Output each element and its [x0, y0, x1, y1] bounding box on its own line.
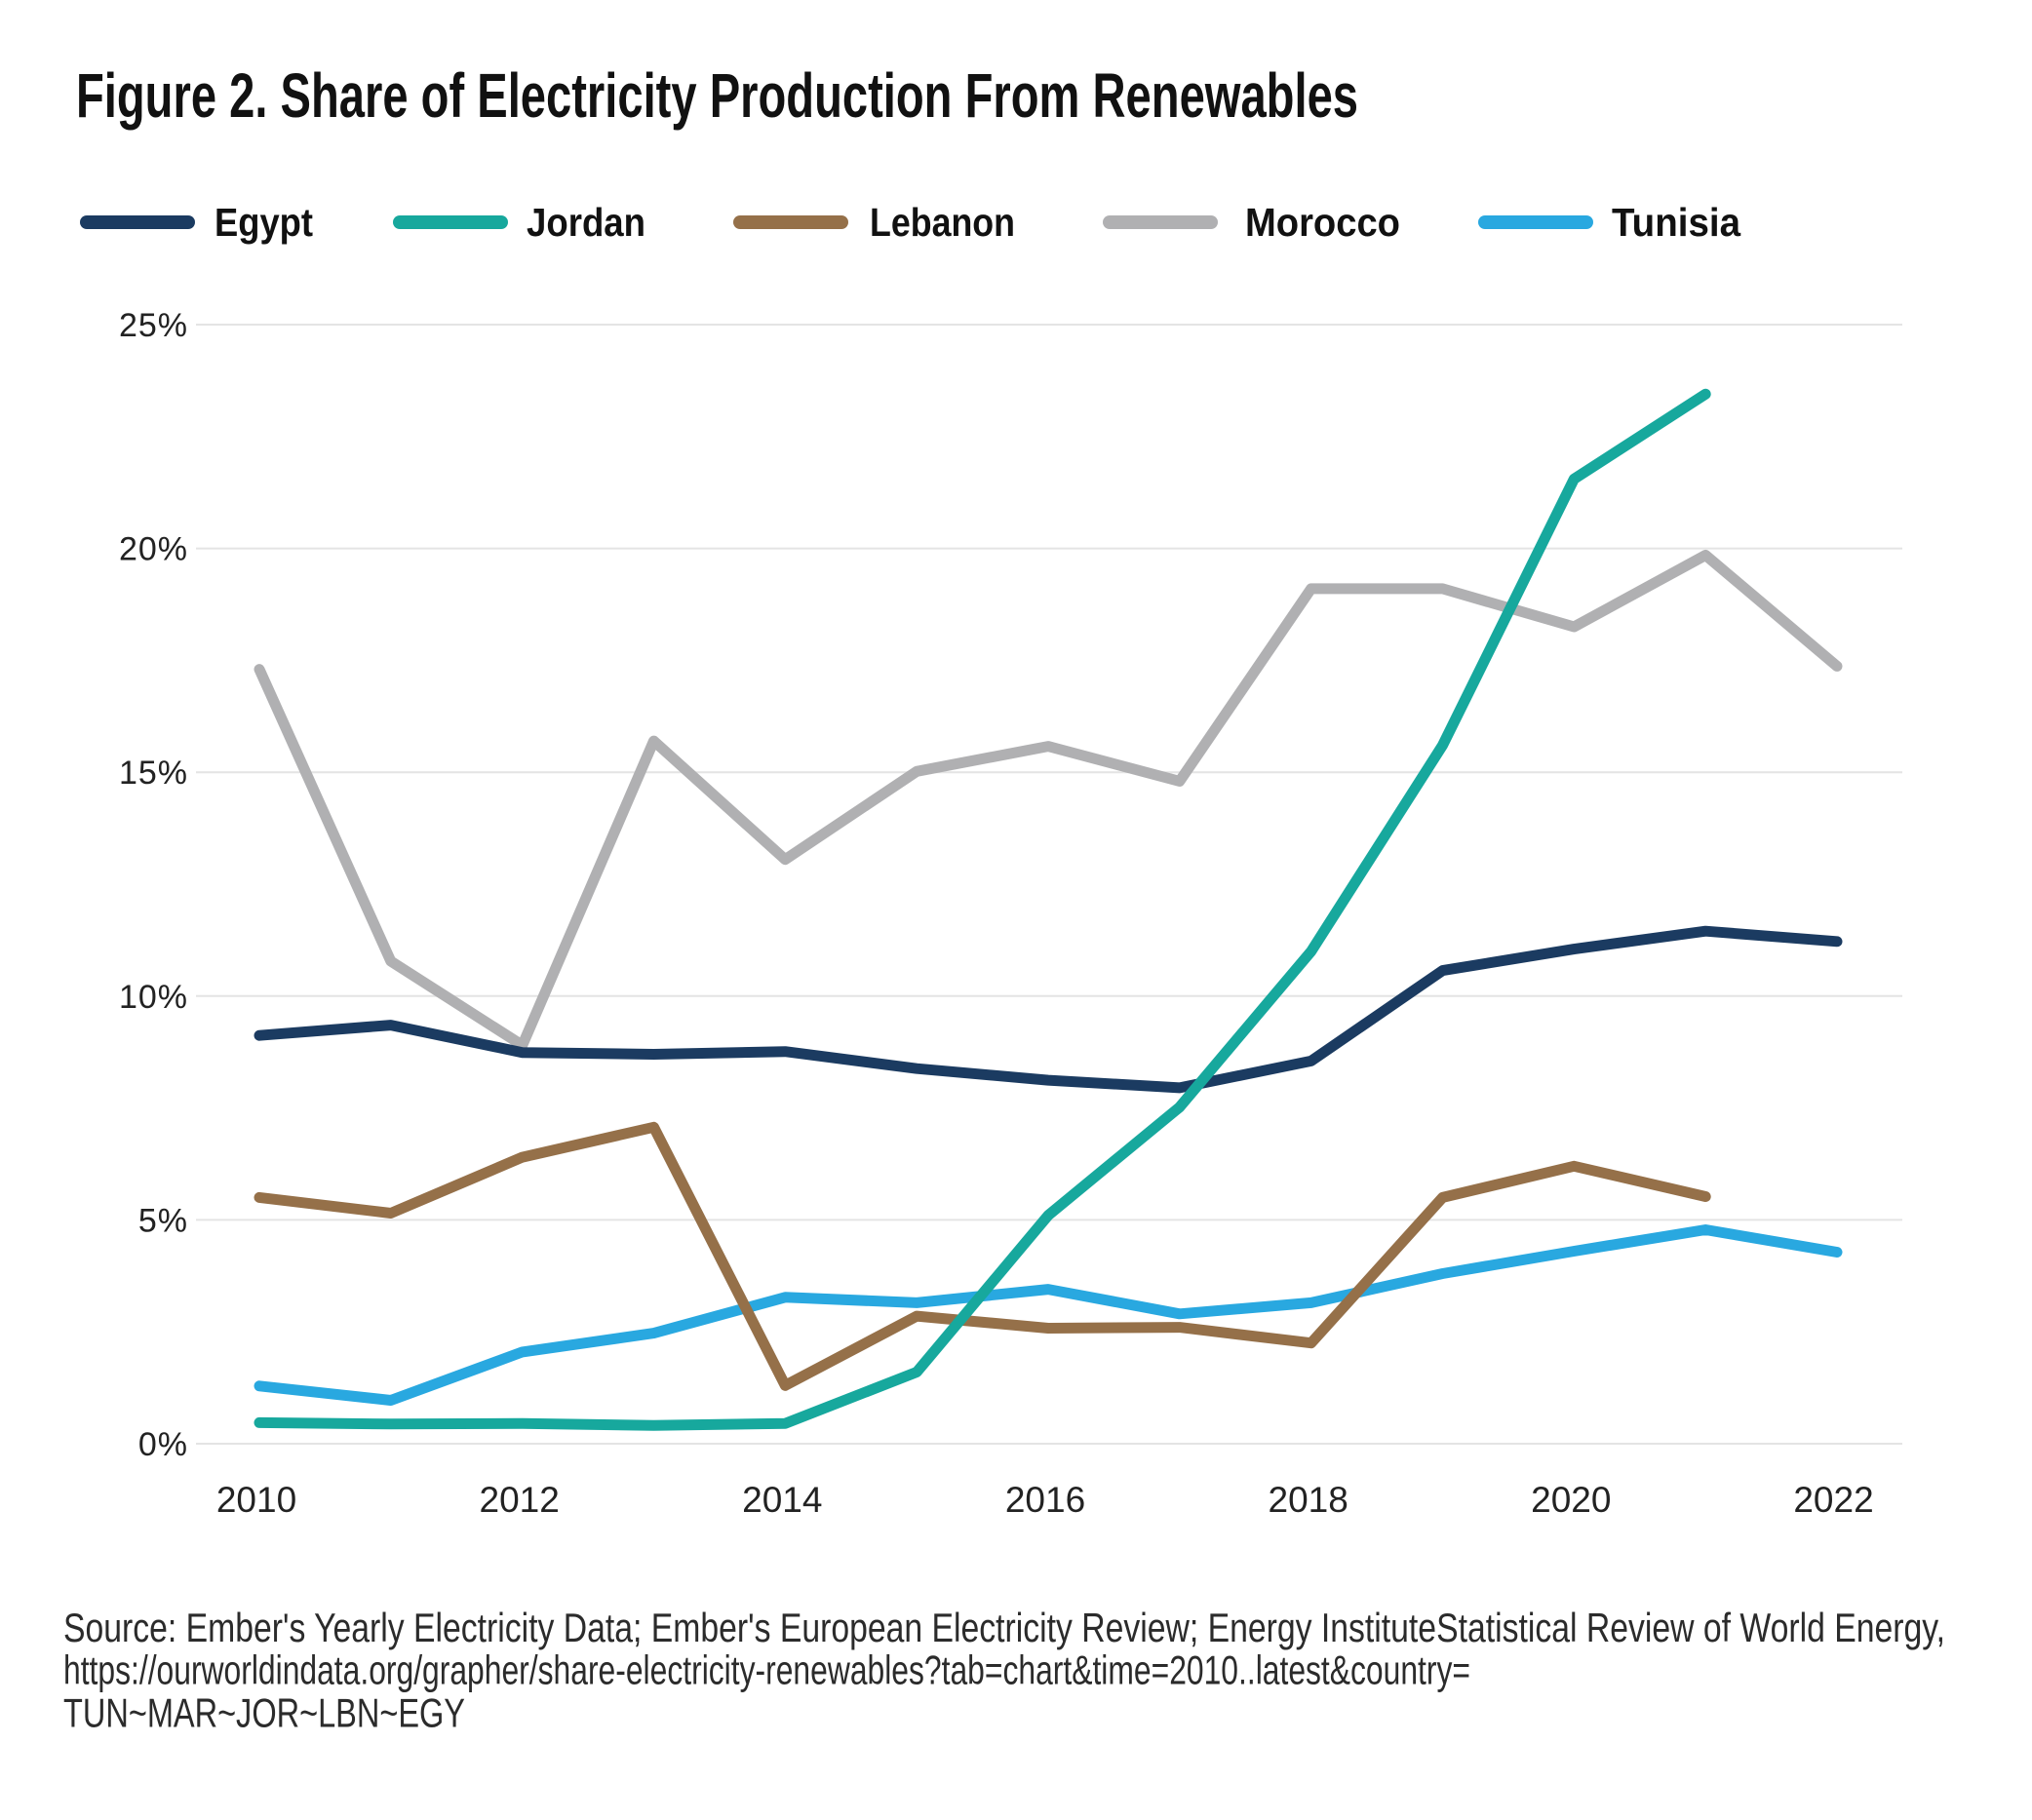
svg-text:0%: 0%: [138, 1426, 188, 1463]
svg-text:Figure 2. Share of Electricity: Figure 2. Share of Electricity Productio…: [76, 60, 1358, 131]
svg-text:Morocco: Morocco: [1245, 200, 1400, 245]
svg-text:Lebanon: Lebanon: [870, 200, 1015, 245]
svg-text:https://ourworldindata.org/gra: https://ourworldindata.org/grapher/share…: [63, 1647, 1470, 1693]
svg-text:2022: 2022: [1793, 1480, 1873, 1520]
svg-text:20%: 20%: [119, 531, 188, 568]
svg-text:Source: Ember's Yearly Electri: Source: Ember's Yearly Electricity Data;…: [63, 1605, 1945, 1650]
svg-text:2018: 2018: [1269, 1480, 1348, 1520]
svg-text:2014: 2014: [742, 1480, 822, 1520]
svg-text:2020: 2020: [1531, 1480, 1611, 1520]
svg-text:Egypt: Egypt: [215, 200, 313, 245]
svg-text:2016: 2016: [1005, 1480, 1085, 1520]
svg-text:15%: 15%: [119, 755, 188, 792]
svg-text:2010: 2010: [216, 1480, 296, 1520]
svg-text:25%: 25%: [119, 307, 188, 344]
svg-text:2012: 2012: [480, 1480, 560, 1520]
svg-text:10%: 10%: [119, 979, 188, 1016]
svg-text:TUN~MAR~JOR~LBN~EGY: TUN~MAR~JOR~LBN~EGY: [63, 1689, 465, 1735]
svg-text:Tunisia: Tunisia: [1612, 200, 1741, 245]
svg-text:5%: 5%: [138, 1202, 188, 1239]
svg-text:Jordan: Jordan: [527, 200, 645, 245]
